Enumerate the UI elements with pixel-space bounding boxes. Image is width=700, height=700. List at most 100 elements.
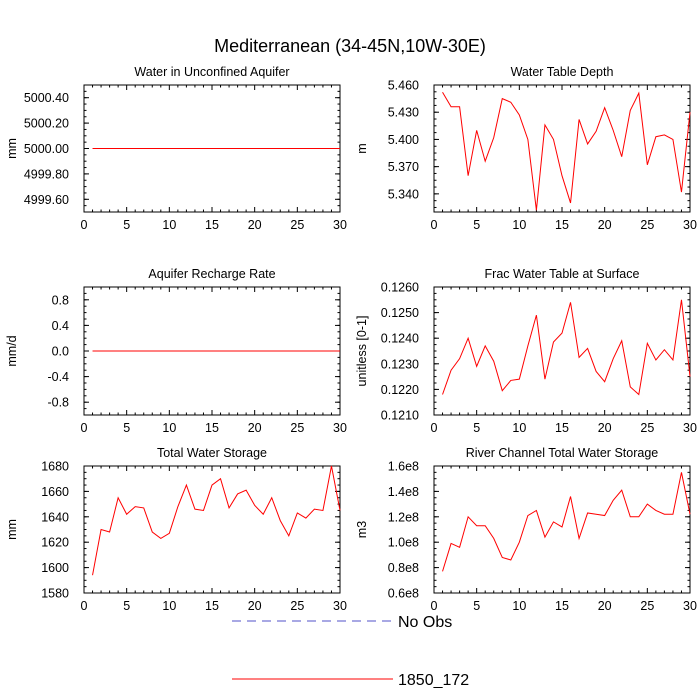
y-tick-label: 5000.20 [24, 117, 69, 131]
panel-title: River Channel Total Water Storage [466, 446, 659, 460]
y-tick-label: 1.4e8 [388, 485, 419, 499]
y-tick-label: 1.0e8 [388, 536, 419, 550]
y-tick-label: 1640 [41, 510, 69, 524]
y-tick-label: 1.6e8 [388, 460, 419, 474]
y-tick-label: 5000.00 [24, 142, 69, 156]
y-axis-label: mm [5, 138, 19, 159]
legend-model-label: 1850_172 [398, 672, 469, 689]
x-tick-label: 5 [123, 421, 130, 435]
panel-aquifer-recharge-rate: Aquifer Recharge Rate mm/d 0 5 10 15 20 25 30 -0.… [5, 267, 347, 435]
y-tick-label: 5.340 [388, 187, 419, 201]
x-tick-label: 25 [290, 421, 304, 435]
y-tick-label: 4999.60 [24, 193, 69, 207]
x-tick-label: 0 [431, 421, 438, 435]
y-axis-label: mm [5, 519, 19, 540]
x-tick-label: 20 [248, 421, 262, 435]
x-tick-label: 25 [290, 218, 304, 232]
y-tick-label: 0.1240 [381, 332, 419, 346]
y-tick-label: 0.1210 [381, 409, 419, 423]
x-tick-label: 10 [512, 421, 526, 435]
y-tick-label: 1660 [41, 485, 69, 499]
y-axis-label: m [355, 143, 369, 153]
x-tick-label: 10 [512, 218, 526, 232]
x-tick-label: 15 [205, 599, 219, 613]
y-tick-label: 0.4 [52, 319, 69, 333]
y-tick-label: 1600 [41, 561, 69, 575]
x-tick-label: 30 [683, 218, 697, 232]
y-tick-label: 5000.40 [24, 91, 69, 105]
panel-total-water-storage: Total Water Storage mm 0 5 10 15 20 25 30 1580 160… [5, 446, 347, 613]
x-tick-label: 30 [333, 218, 347, 232]
panel-title: Aquifer Recharge Rate [148, 267, 275, 281]
y-tick-label: 1.2e8 [388, 510, 419, 524]
x-tick-label: 30 [333, 599, 347, 613]
x-tick-label: 20 [598, 218, 612, 232]
panel-frac-water-table-at-surface: Frac Water Table at Surface unitless [0-1… [355, 267, 697, 435]
x-tick-label: 5 [123, 218, 130, 232]
x-tick-label: 25 [640, 218, 654, 232]
legend: No Obs 1850_172 [232, 614, 469, 689]
y-tick-label: 5.370 [388, 160, 419, 174]
x-tick-label: 15 [555, 421, 569, 435]
x-tick-label: 5 [473, 421, 480, 435]
y-tick-label: -0.8 [47, 396, 69, 410]
panel-water-in-unconfined-aquifer: Water in Unconfined Aquifer mm 0 5 10 15 20 25 3… [5, 65, 347, 232]
x-tick-label: 20 [248, 218, 262, 232]
series-line-1850-172 [442, 472, 691, 572]
y-tick-label: 0.1220 [381, 383, 419, 397]
series-line-1850-172 [92, 465, 341, 576]
y-tick-label: 5.460 [388, 79, 419, 93]
x-tick-label: 30 [683, 421, 697, 435]
x-tick-label: 30 [333, 421, 347, 435]
x-tick-label: 0 [81, 218, 88, 232]
x-tick-label: 15 [555, 599, 569, 613]
y-tick-label: 0.8e8 [388, 561, 419, 575]
x-tick-label: 0 [81, 599, 88, 613]
y-tick-label: 0.1250 [381, 306, 419, 320]
x-tick-label: 10 [162, 218, 176, 232]
y-tick-label: 0.1260 [381, 281, 419, 295]
y-tick-label: 0.0 [52, 345, 69, 359]
x-tick-label: 15 [205, 218, 219, 232]
y-tick-label: 1620 [41, 536, 69, 550]
y-tick-label: 0.8 [52, 293, 69, 307]
x-tick-label: 20 [248, 599, 262, 613]
panels: Water in Unconfined Aquifer mm 0 5 10 15 20 25 3… [5, 65, 697, 613]
x-tick-label: 5 [473, 599, 480, 613]
x-tick-label: 10 [162, 599, 176, 613]
panel-river-channel-total-water-storage: River Channel Total Water Storage m3 0 5 10 1… [355, 446, 697, 613]
y-tick-label: 1680 [41, 460, 69, 474]
x-tick-label: 15 [555, 218, 569, 232]
x-tick-label: 5 [473, 218, 480, 232]
panel-title: Total Water Storage [157, 446, 267, 460]
y-axis-label: mm/d [5, 335, 19, 366]
y-axis-label: unitless [0-1] [355, 316, 369, 387]
series-line-1850-172 [442, 299, 691, 396]
x-tick-label: 25 [640, 421, 654, 435]
y-tick-label: 1580 [41, 587, 69, 601]
plot-frame [433, 84, 691, 213]
x-tick-label: 25 [290, 599, 304, 613]
panel-water-table-depth: Water Table Depth m 0 5 10 15 20 25 30 5.340 5.370… [355, 65, 697, 232]
x-tick-label: 20 [598, 421, 612, 435]
legend-obs-label: No Obs [398, 614, 452, 631]
x-tick-label: 25 [640, 599, 654, 613]
x-tick-label: 5 [123, 599, 130, 613]
x-tick-label: 0 [81, 421, 88, 435]
y-tick-label: 4999.80 [24, 167, 69, 181]
y-tick-label: 5.430 [388, 106, 419, 120]
x-tick-label: 0 [431, 599, 438, 613]
y-tick-label: -0.4 [47, 370, 69, 384]
y-axis-label: m3 [355, 521, 369, 538]
y-tick-label: 0.1230 [381, 357, 419, 371]
x-tick-label: 10 [162, 421, 176, 435]
y-tick-label: 5.400 [388, 133, 419, 147]
x-tick-label: 30 [683, 599, 697, 613]
x-tick-label: 0 [431, 218, 438, 232]
series-line-1850-172 [442, 91, 691, 211]
x-tick-label: 20 [598, 599, 612, 613]
panel-title: Water Table Depth [511, 65, 614, 79]
y-tick-label: 0.6e8 [388, 587, 419, 601]
figure-title: Mediterranean (34-45N,10W-30E) [214, 36, 486, 56]
